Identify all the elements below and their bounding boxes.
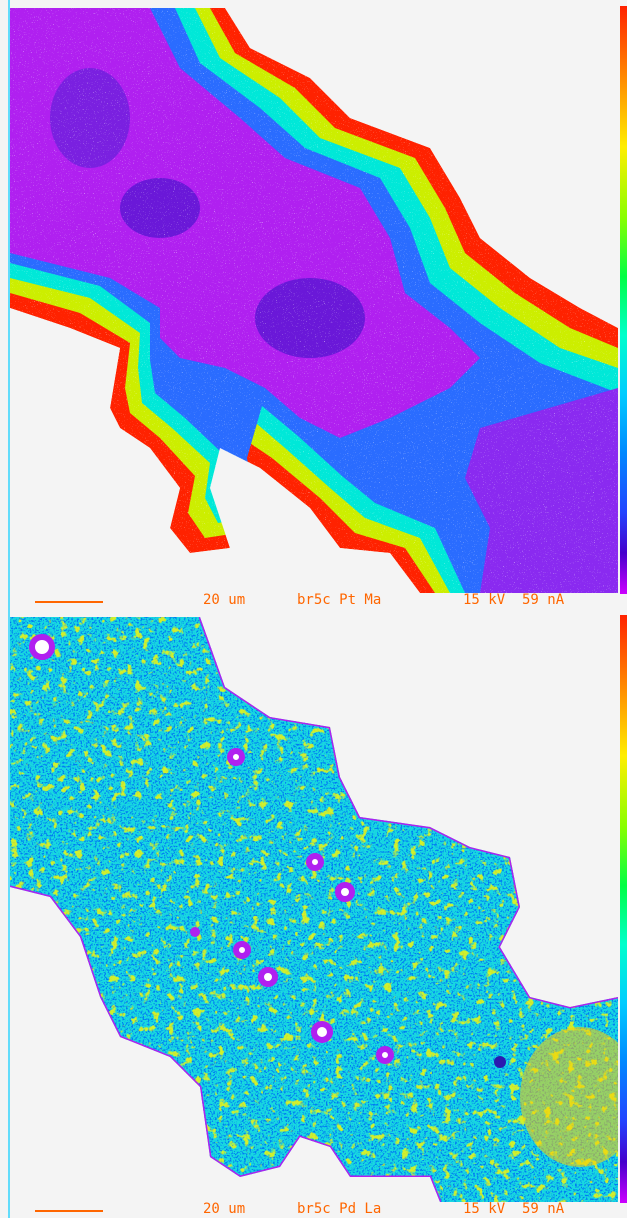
pd-element-map: [10, 617, 618, 1202]
pt-sample-label: br5c Pt Ma: [297, 592, 382, 608]
pd-conditions-label: 15 kV 59 nA: [463, 1201, 565, 1217]
pd-sample-label: br5c Pd La: [297, 1201, 382, 1217]
panel-left-edge: [8, 0, 10, 609]
pt-conditions-label: 15 kV 59 nA: [463, 592, 565, 608]
pd-color-scale: [620, 615, 627, 1203]
pt-color-scale: [620, 6, 627, 594]
pt-background-lower: [10, 308, 420, 593]
pd-scale-label: 20 um: [203, 1201, 246, 1217]
pd-inclusions: [29, 634, 506, 1068]
pd-scale-bar: [35, 1210, 103, 1212]
pd-map-panel: 20 um br5c Pd La 15 kV 59 nA: [0, 609, 627, 1218]
pt-scale-bar: [35, 601, 103, 603]
pt-background-upper: [225, 8, 618, 328]
pt-element-map: [10, 8, 618, 593]
pd-high-zone: [520, 1027, 618, 1167]
pt-scale-label: 20 um: [203, 592, 246, 608]
pt-map-panel: 20 um br5c Pt Ma 15 kV 59 nA: [8, 0, 627, 609]
panel-left-edge: [8, 609, 10, 1218]
